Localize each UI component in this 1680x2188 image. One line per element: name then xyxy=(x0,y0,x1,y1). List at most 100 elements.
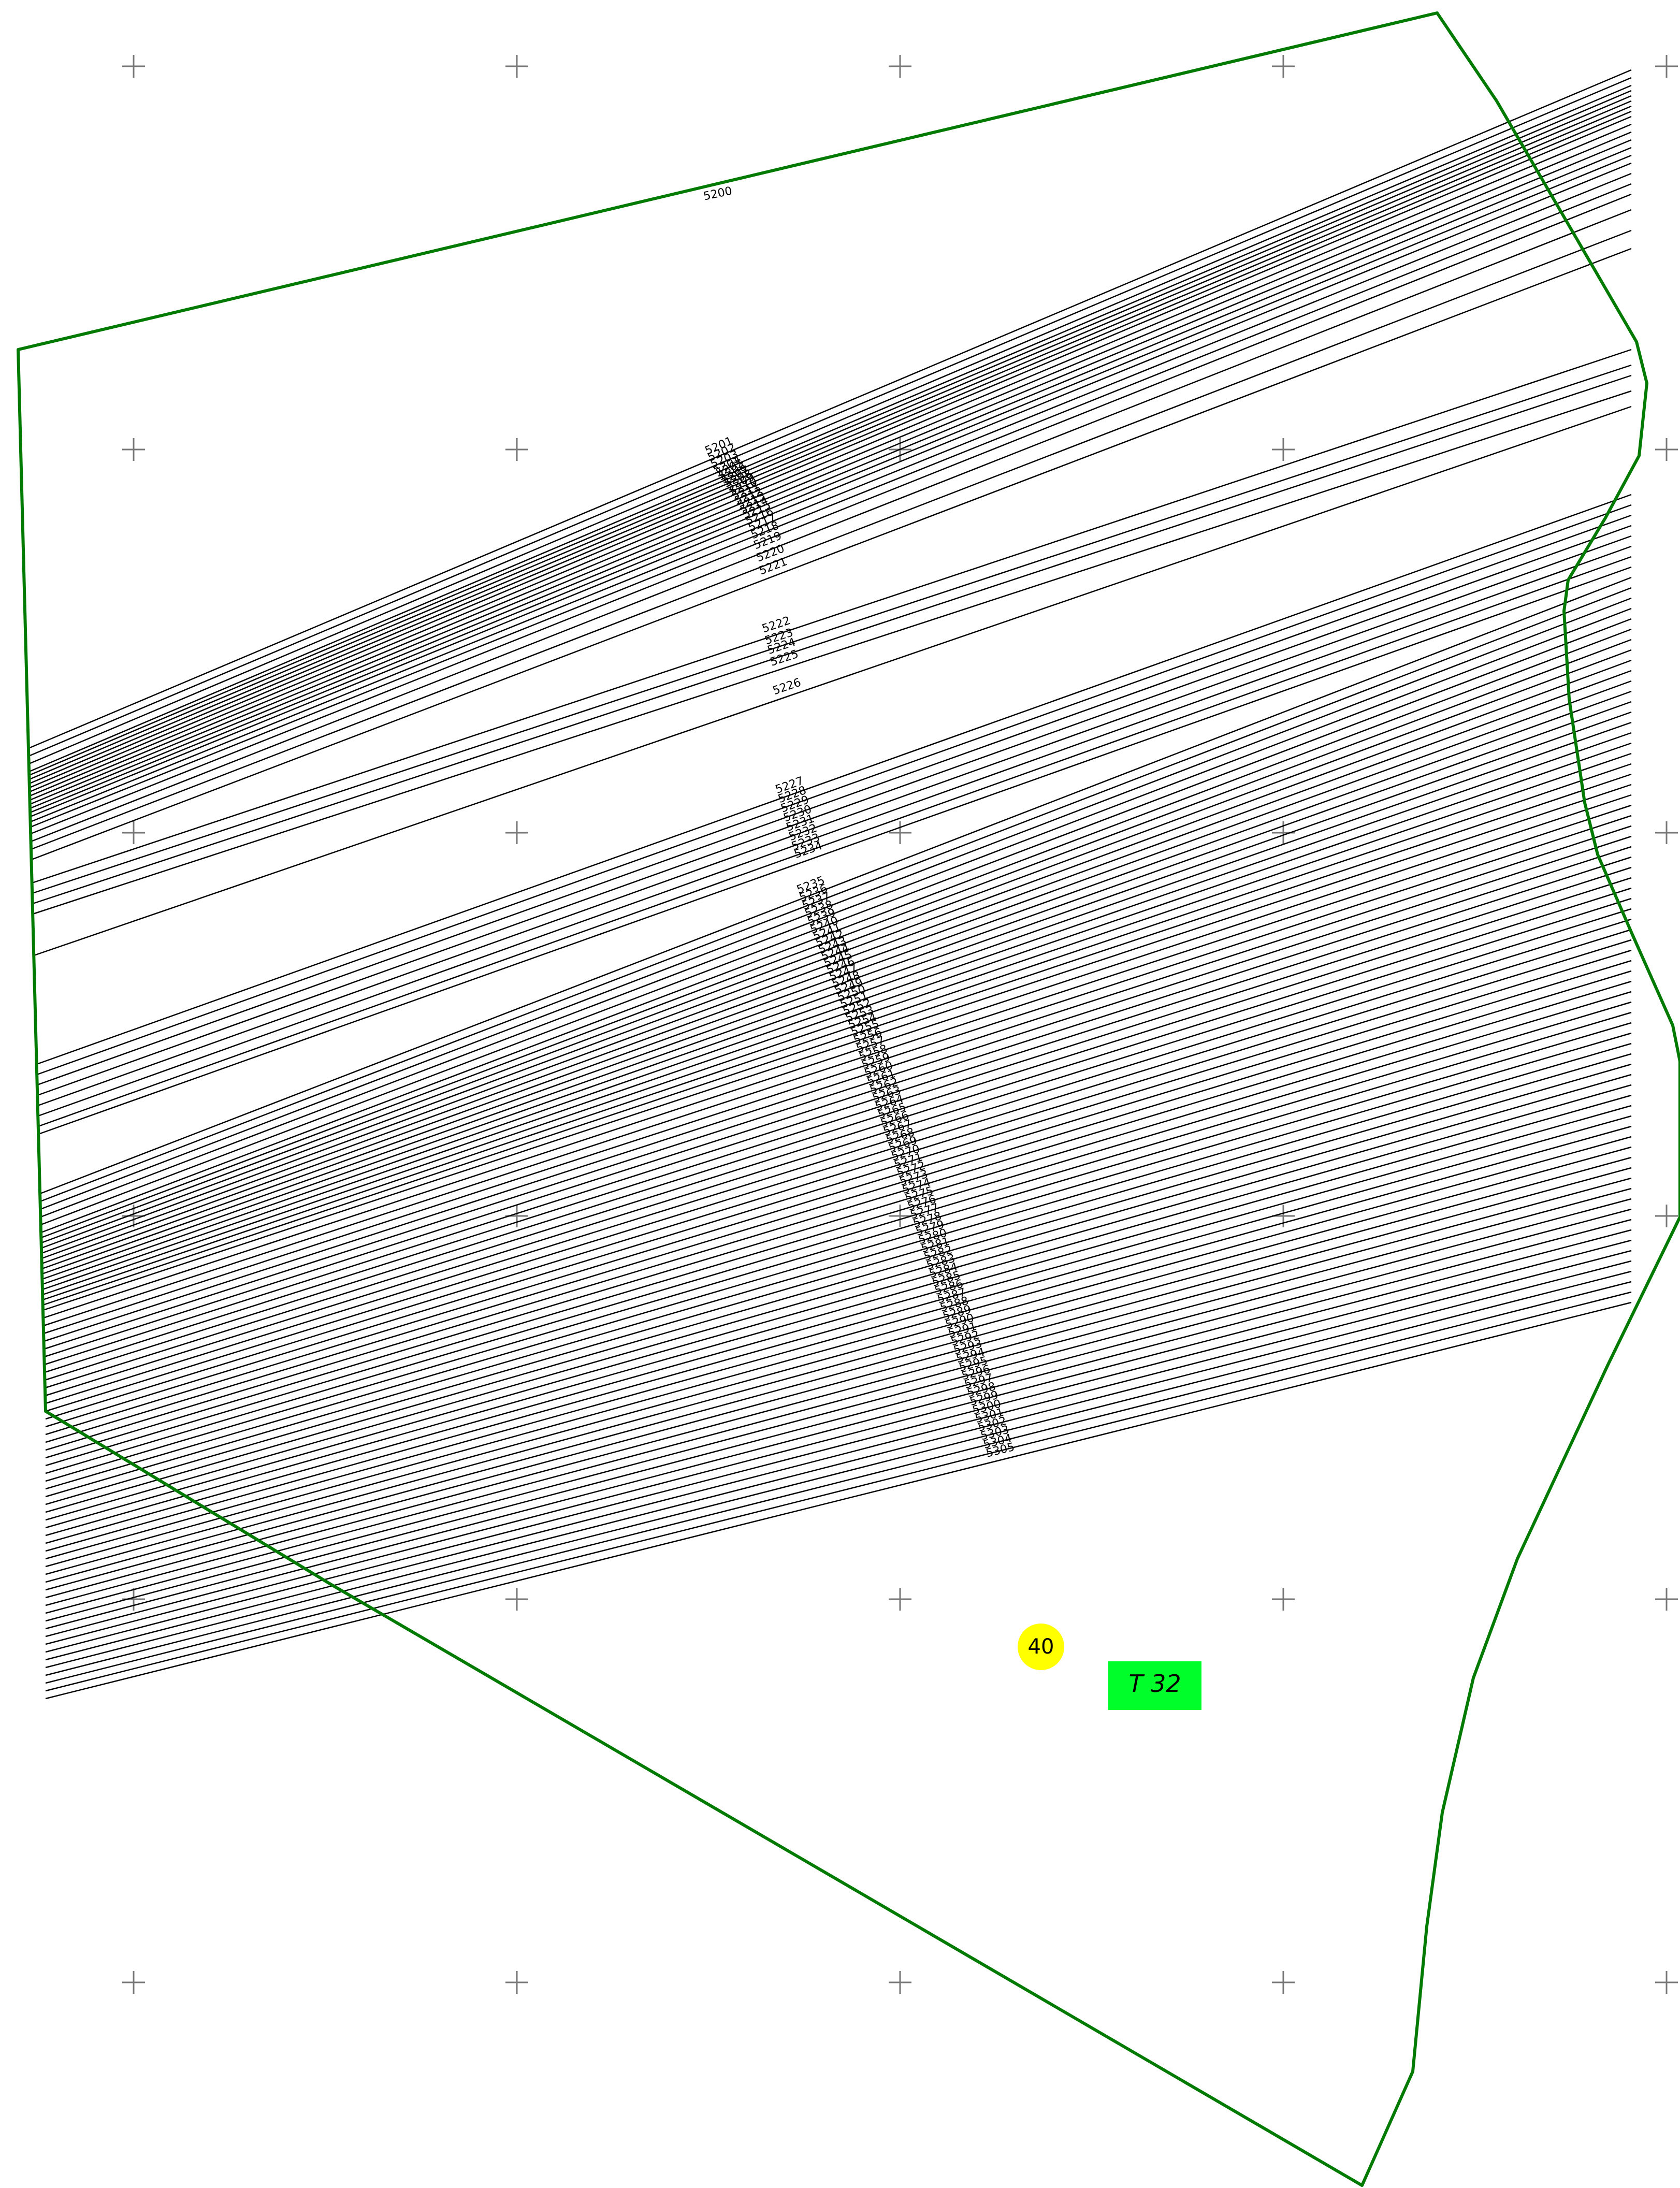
parcel-line xyxy=(45,1270,1632,1676)
grid-crosshair-mark xyxy=(122,1971,145,1994)
grid-crosshair-mark xyxy=(1655,55,1678,78)
parcel-line xyxy=(30,193,1632,835)
parcel-line xyxy=(45,1125,1632,1568)
tag-badge-label: T 32 xyxy=(1128,1670,1181,1698)
parcel-line xyxy=(44,825,1632,1342)
grid-crosshair-mark xyxy=(505,1971,528,1994)
parcel-line xyxy=(40,618,1632,1226)
parcel-line xyxy=(39,576,1632,1195)
parcel-line xyxy=(41,670,1632,1254)
parcel-line xyxy=(31,248,1632,861)
grid-crosshair-layer xyxy=(122,55,1678,1994)
parcel-line xyxy=(30,139,1632,805)
parcel-line xyxy=(32,349,1632,884)
parcel-line xyxy=(44,866,1632,1373)
parcel-line xyxy=(41,690,1632,1265)
grid-crosshair-mark xyxy=(889,821,911,844)
parcel-line xyxy=(37,514,1632,1086)
parcel-line xyxy=(42,732,1632,1285)
parcel-line xyxy=(44,846,1632,1358)
parcel-line xyxy=(28,95,1632,776)
parcel-line xyxy=(29,100,1632,780)
parcel-line xyxy=(33,405,1632,957)
grid-crosshair-mark xyxy=(889,1205,911,1227)
grid-crosshair-mark xyxy=(505,821,528,844)
parcel-line xyxy=(45,1219,1632,1638)
parcel-line xyxy=(29,115,1632,793)
parcel-line xyxy=(45,908,1632,1404)
parcel-line xyxy=(45,991,1632,1467)
parcel-line xyxy=(43,815,1632,1335)
parcel-line xyxy=(37,535,1632,1107)
parcel-line xyxy=(45,939,1632,1428)
parcel-line xyxy=(45,1156,1632,1591)
parcel-line xyxy=(38,556,1632,1127)
parcel-line xyxy=(38,566,1632,1135)
tag-badge-shape xyxy=(1108,1661,1201,1710)
circle-badge: 40 xyxy=(1018,1624,1064,1670)
grid-crosshair-mark xyxy=(505,55,528,78)
parcel-line xyxy=(45,1177,1632,1606)
grid-crosshair-mark xyxy=(1655,1205,1678,1227)
parcel-line xyxy=(29,105,1632,785)
parcel-line xyxy=(45,1115,1632,1560)
grid-crosshair-mark xyxy=(889,55,911,78)
parcel-line xyxy=(45,1291,1632,1692)
parcel-line xyxy=(45,1042,1632,1505)
parcel-line xyxy=(28,69,1632,749)
parcel-line xyxy=(28,90,1632,773)
grid-crosshair-mark xyxy=(122,438,145,461)
parcel-line xyxy=(45,1063,1632,1521)
parcel-line xyxy=(30,162,1632,818)
parcel-line xyxy=(30,183,1632,828)
parcel-line xyxy=(45,1105,1632,1552)
parcel-line xyxy=(30,147,1632,809)
parcel-line xyxy=(43,804,1632,1327)
grid-crosshair-mark xyxy=(1655,438,1678,461)
parcel-line xyxy=(30,131,1632,801)
parcel-line xyxy=(40,597,1632,1210)
grid-crosshair-mark xyxy=(1272,1588,1295,1611)
parcel-line xyxy=(45,929,1632,1420)
parcel-line xyxy=(30,172,1632,823)
parcel-line xyxy=(45,1074,1632,1529)
grid-crosshair-mark xyxy=(1655,1588,1678,1611)
parcel-line xyxy=(44,835,1632,1350)
parcel-line xyxy=(45,1136,1632,1575)
parcel-line xyxy=(44,856,1632,1366)
parcel-line xyxy=(32,374,1632,905)
parcel-line xyxy=(41,659,1632,1249)
parcel-line xyxy=(41,721,1632,1280)
parcel-number-label: 5226 xyxy=(771,676,803,698)
parcel-line xyxy=(32,390,1632,915)
parcel-line xyxy=(45,918,1632,1412)
grid-crosshair-mark xyxy=(1272,1971,1295,1994)
parcel-line xyxy=(45,1011,1632,1482)
parcel-line xyxy=(31,229,1632,850)
parcel-line xyxy=(36,504,1632,1076)
parcel-line xyxy=(42,742,1632,1291)
parcel-line xyxy=(41,649,1632,1244)
parcel-label-layer: 5200520152025203520452055206520752085209… xyxy=(702,184,1016,1460)
parcel-line xyxy=(45,1167,1632,1599)
parcel-line xyxy=(30,154,1632,814)
parcel-line xyxy=(45,1187,1632,1614)
parcel-line xyxy=(45,1022,1632,1490)
grid-crosshair-mark xyxy=(1272,438,1295,461)
parcel-line xyxy=(45,1260,1632,1669)
parcel-line xyxy=(37,525,1632,1096)
tag-badge: T 32 xyxy=(1108,1661,1201,1710)
parcel-line xyxy=(29,110,1632,789)
grid-crosshair-mark xyxy=(505,438,528,461)
parcel-line xyxy=(41,680,1632,1259)
grid-crosshair-mark xyxy=(1655,1971,1678,1994)
parcel-line xyxy=(45,887,1632,1389)
grid-crosshair-mark xyxy=(1272,55,1295,78)
parcel-line xyxy=(31,209,1632,843)
parcel-line xyxy=(42,794,1632,1319)
parcel-line xyxy=(45,897,1632,1397)
parcel-line xyxy=(45,1084,1632,1537)
parcel-line xyxy=(41,701,1632,1270)
parcel-line xyxy=(45,877,1632,1381)
